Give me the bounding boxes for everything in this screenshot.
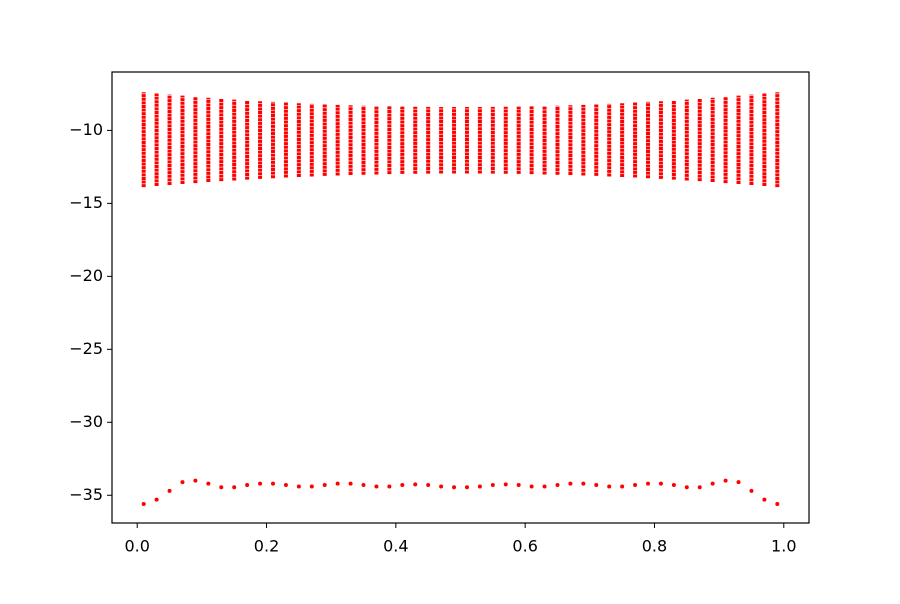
- point: [555, 483, 560, 488]
- point: [400, 483, 405, 488]
- point: [697, 485, 702, 490]
- point: [723, 478, 728, 483]
- y-tick-label: −35: [69, 485, 103, 504]
- x-tick-label: 0.4: [383, 537, 408, 556]
- point: [141, 502, 146, 507]
- point: [529, 484, 534, 489]
- point: [322, 483, 327, 488]
- y-tick-label: −15: [69, 193, 103, 212]
- point: [219, 485, 224, 490]
- point: [749, 488, 754, 493]
- point: [335, 481, 340, 486]
- point: [309, 484, 314, 489]
- point: [232, 485, 237, 490]
- y-tick-label: −25: [69, 339, 103, 358]
- x-tick-label: 0.2: [254, 537, 279, 556]
- point: [452, 485, 457, 490]
- point: [503, 482, 508, 487]
- point: [516, 483, 521, 488]
- point: [361, 483, 366, 488]
- y-tick-label: −20: [69, 266, 103, 285]
- y-tick-label: −10: [69, 120, 103, 139]
- point: [413, 482, 418, 487]
- point: [633, 483, 638, 488]
- point: [167, 488, 172, 493]
- point: [374, 484, 379, 489]
- point: [568, 481, 573, 486]
- x-tick-label: 0.0: [124, 537, 149, 556]
- point: [581, 481, 586, 486]
- point: [270, 481, 275, 486]
- plot-frame: [111, 71, 810, 524]
- point: [620, 484, 625, 489]
- y-tick-label: −30: [69, 412, 103, 431]
- point: [607, 484, 612, 489]
- point: [490, 483, 495, 488]
- point: [180, 480, 185, 485]
- x-tick-label: 0.6: [512, 537, 537, 556]
- point: [684, 485, 689, 490]
- point: [296, 484, 301, 489]
- point: [710, 481, 715, 486]
- x-tick-label: 0.8: [642, 537, 667, 556]
- point: [646, 481, 651, 486]
- point: [245, 483, 250, 488]
- point: [206, 481, 211, 486]
- point: [387, 484, 392, 489]
- point: [154, 497, 159, 502]
- point: [736, 480, 741, 485]
- point: [775, 502, 780, 507]
- point: [762, 497, 767, 502]
- point: [348, 481, 353, 486]
- point: [594, 483, 599, 488]
- point: [671, 483, 676, 488]
- point: [426, 483, 431, 488]
- point: [193, 478, 198, 483]
- point: [477, 484, 482, 489]
- point: [658, 481, 663, 486]
- point: [283, 483, 288, 488]
- point: [258, 481, 263, 486]
- point: [439, 484, 444, 489]
- point: [542, 484, 547, 489]
- x-tick-label: 1.0: [771, 537, 796, 556]
- point: [464, 485, 469, 490]
